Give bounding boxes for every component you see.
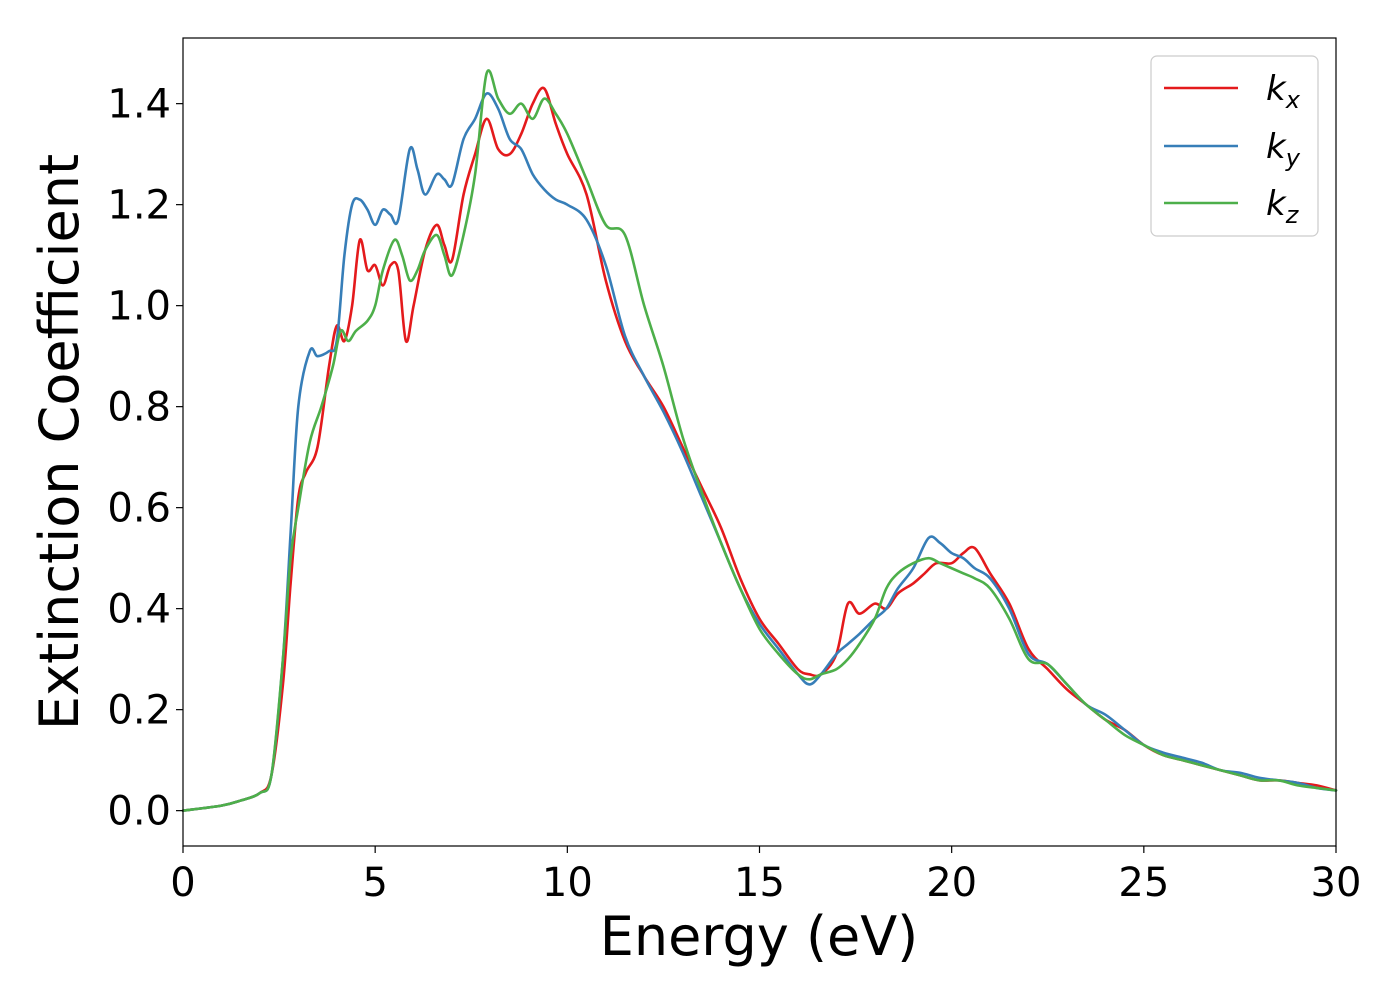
x-tick-label: 30 bbox=[1311, 860, 1362, 906]
y-tick-label: 0.0 bbox=[107, 789, 171, 835]
y-axis-title: Extinction Coefficient bbox=[28, 154, 91, 730]
legend-label-x: kx bbox=[1266, 69, 1301, 114]
legend-label-z: kz bbox=[1266, 184, 1300, 229]
series-line-z bbox=[181, 69, 1338, 812]
x-tick-label: 0 bbox=[170, 860, 195, 906]
y-axis: 0.0 0.2 0.4 0.6 0.8 1.0 1.2 1.4 bbox=[107, 82, 183, 835]
y-tick-label: 0.2 bbox=[107, 688, 171, 734]
x-tick-label: 20 bbox=[926, 860, 977, 906]
y-tick-label: 1.0 bbox=[107, 284, 171, 330]
x-axis-title: Energy (eV) bbox=[600, 905, 919, 968]
x-tick-label: 5 bbox=[362, 860, 387, 906]
y-tick-label: 0.6 bbox=[107, 486, 171, 532]
legend: kx ky kz bbox=[1150, 55, 1319, 237]
y-tick-label: 0.8 bbox=[107, 385, 171, 431]
x-tick-label: 15 bbox=[734, 860, 785, 906]
series-layer bbox=[181, 69, 1338, 812]
x-axis: 0 5 10 15 20 25 30 bbox=[170, 846, 1361, 906]
x-tick-label: 10 bbox=[542, 860, 593, 906]
y-tick-label: 0.4 bbox=[107, 587, 171, 633]
x-tick-label: 25 bbox=[1118, 860, 1169, 906]
legend-label-y: ky bbox=[1266, 127, 1301, 172]
y-tick-label: 1.4 bbox=[107, 82, 171, 128]
y-tick-label: 1.2 bbox=[107, 183, 171, 229]
